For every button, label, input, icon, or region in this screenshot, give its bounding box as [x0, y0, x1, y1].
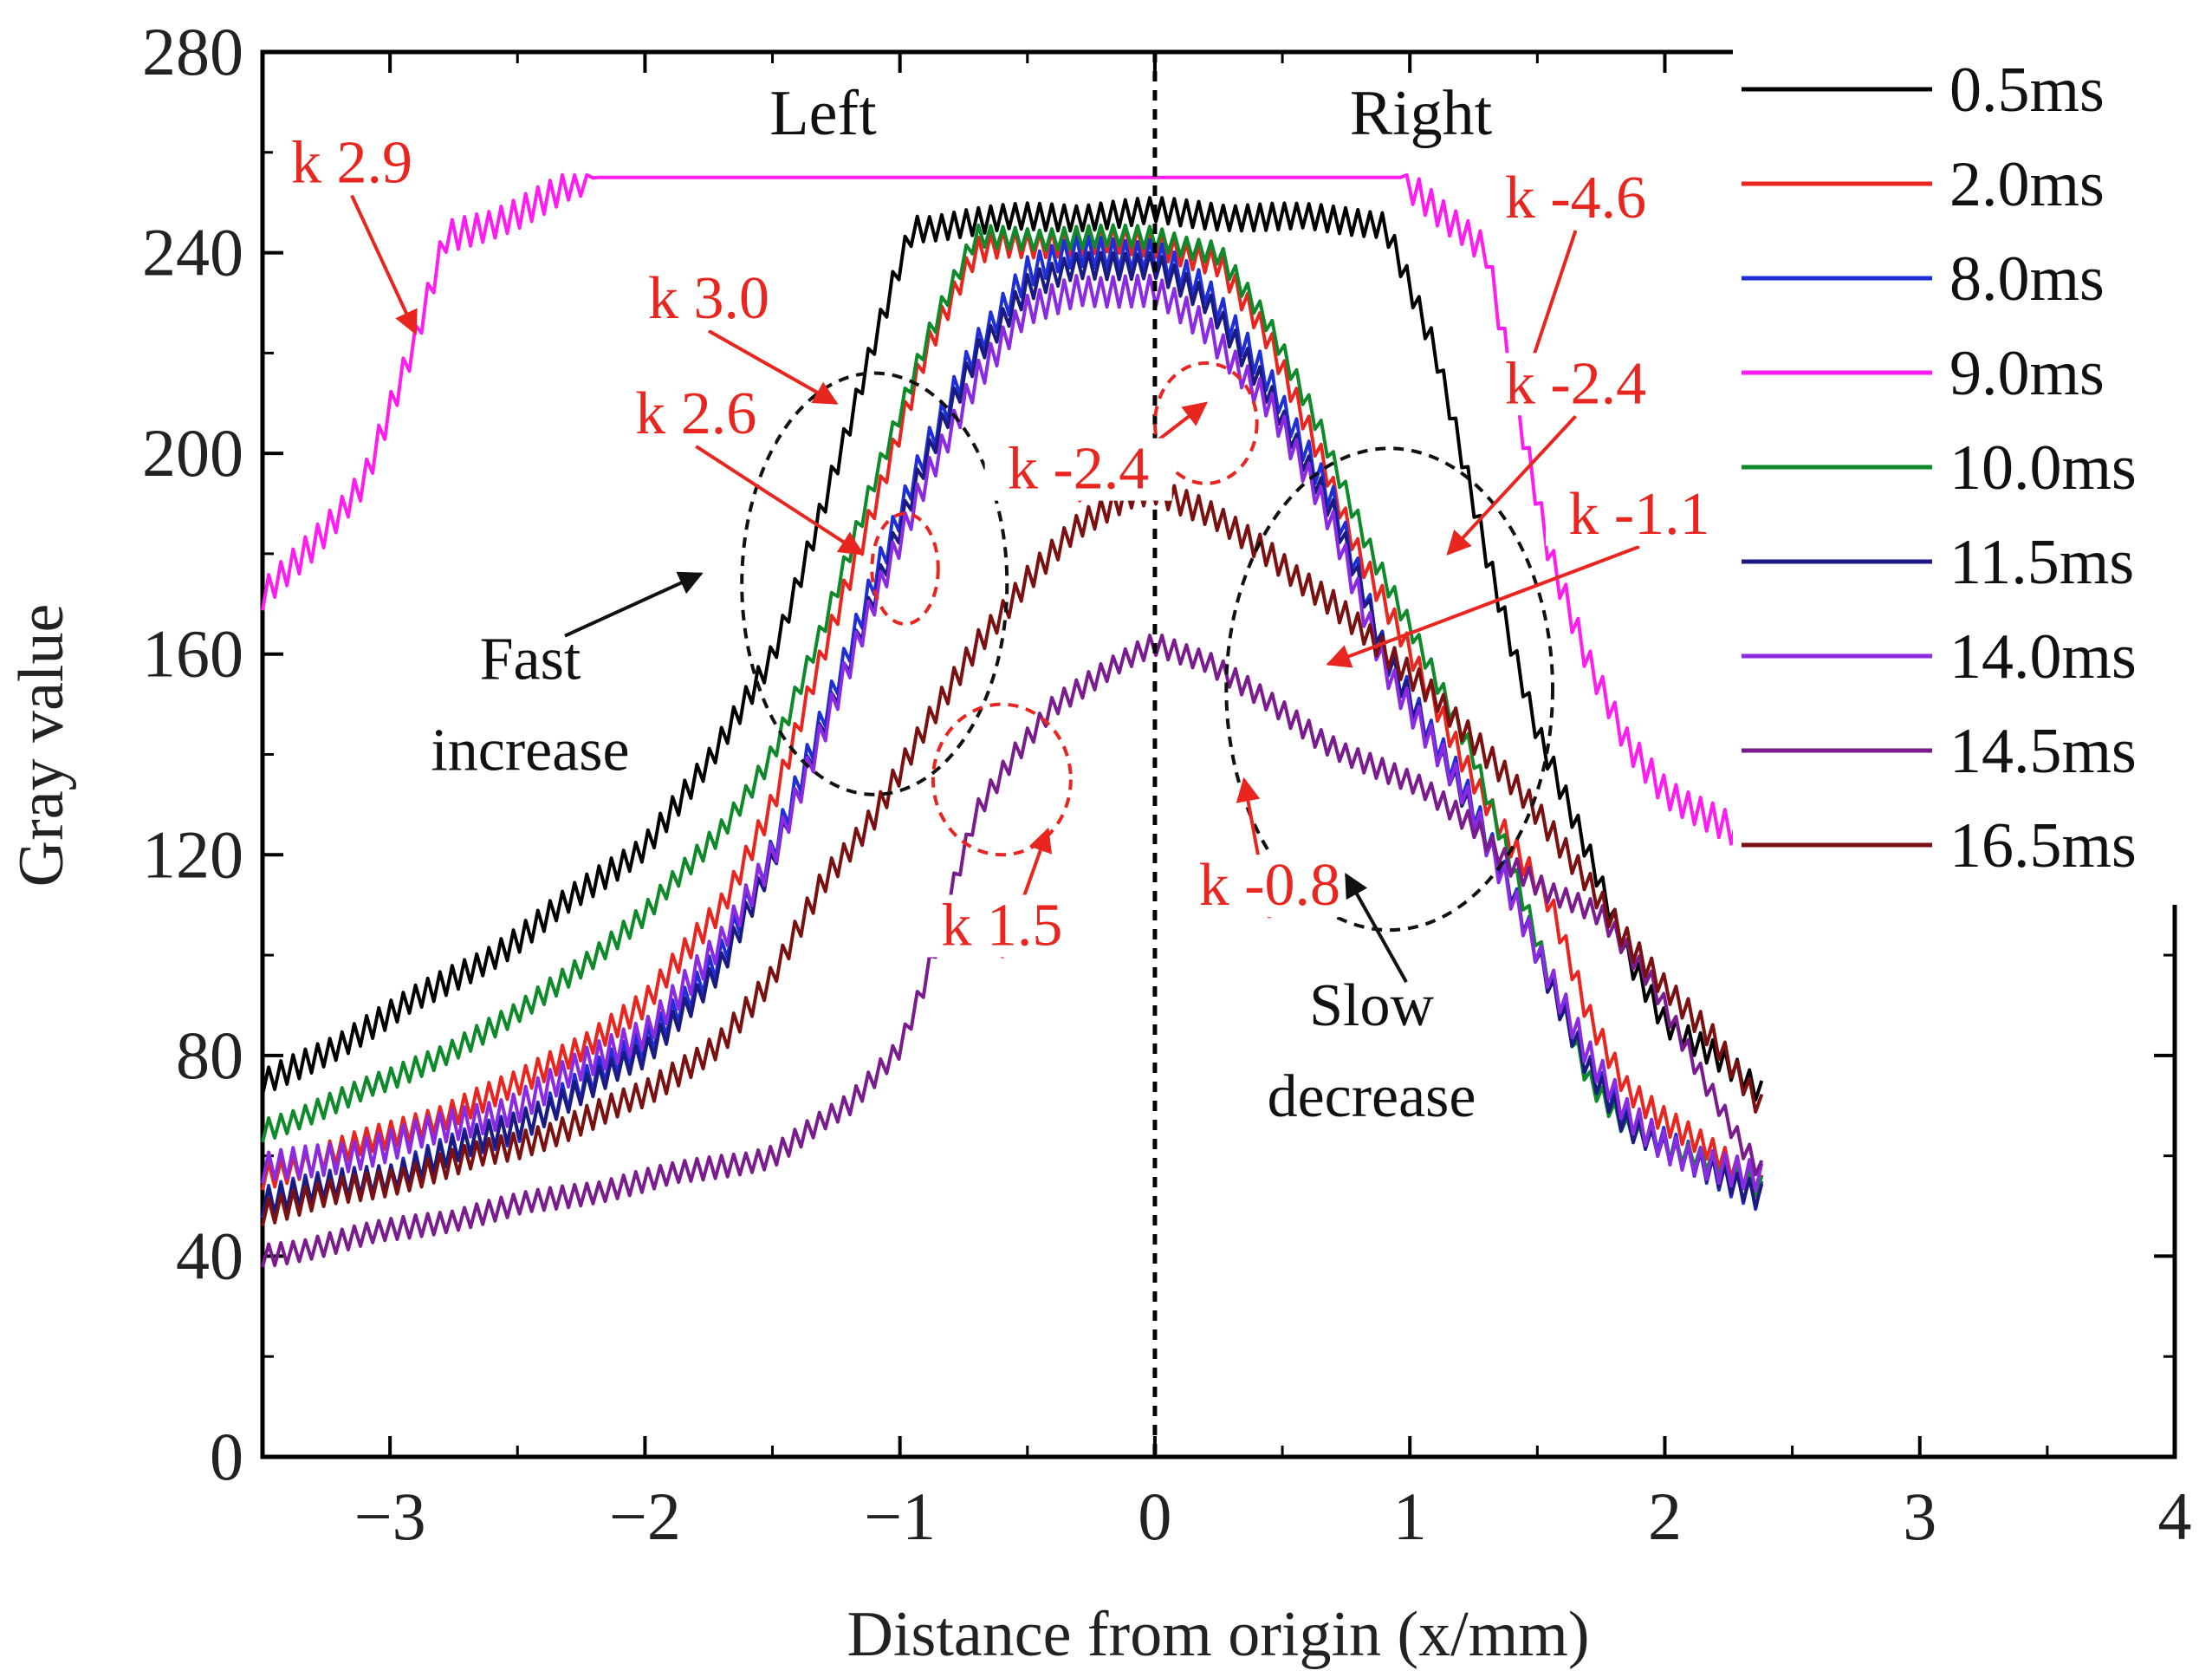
legend-label: 14.0ms	[1949, 621, 2137, 692]
slope-annotation: k -1.1	[1568, 481, 1709, 548]
x-tick-label: 2	[1648, 1479, 1682, 1554]
region-label-line: decrease	[1268, 1063, 1476, 1130]
highlight-circle	[740, 371, 1009, 796]
annotation-background	[629, 267, 788, 330]
region-label-line: Fast	[480, 627, 581, 693]
highlight-circle	[870, 511, 940, 626]
legend-label: 8.0ms	[1949, 244, 2105, 315]
region-arrow	[1344, 873, 1408, 984]
slope-annotation: k 3.0	[648, 265, 769, 332]
x-tick-label: 3	[1903, 1479, 1936, 1554]
legend-label: 10.0ms	[1949, 432, 2137, 504]
annotation-arrow	[707, 329, 839, 405]
annotation-arrow	[1446, 414, 1577, 556]
series-line-14-5ms	[261, 634, 1764, 1268]
legend-label: 11.5ms	[1949, 527, 2134, 598]
slope-annotation: k 2.6	[635, 380, 756, 447]
x-tick-label: −2	[609, 1479, 681, 1554]
annotation-background	[617, 382, 775, 445]
y-tick-label: 200	[142, 415, 243, 491]
y-tick-label: 280	[142, 14, 243, 89]
annotation-background	[1482, 353, 1670, 416]
highlight-circle	[1152, 361, 1259, 485]
y-tick-label: 0	[210, 1419, 243, 1494]
y-tick-label: 40	[176, 1218, 243, 1293]
legend-label: 9.0ms	[1949, 338, 2105, 409]
x-tick-label: 1	[1393, 1479, 1427, 1554]
y-tick-label: 160	[142, 616, 243, 692]
annotation-background	[1546, 483, 1734, 546]
annotation-background	[1482, 167, 1670, 231]
annotation-overlays: k 2.9 k 3.0 k 2.6 k -2.4 k -4.6 k -2.4 k -1.1 k…	[272, 130, 1734, 1130]
region-label-line: increase	[431, 718, 629, 784]
legend: 0.5ms 2.0ms 8.0ms 9.0ms 10.0ms 11.5ms 14.0ms 14…	[1733, 37, 2192, 905]
legend-label: 0.5ms	[1949, 55, 2105, 126]
legend-label: 16.5ms	[1949, 810, 2137, 881]
highlight-circle	[1224, 446, 1554, 933]
series-line-11-5ms	[261, 250, 1764, 1217]
y-tick-label: 80	[176, 1017, 243, 1093]
x-tick-label: −1	[864, 1479, 936, 1554]
slope-annotation: k -2.4	[1008, 436, 1149, 503]
region-label-line: Slow	[1309, 972, 1434, 1039]
slope-annotation: k -4.6	[1505, 165, 1646, 231]
slope-annotation: k -2.4	[1505, 350, 1646, 417]
y-tick-label: 120	[142, 816, 243, 892]
y-axis-title: Gray value	[6, 604, 77, 887]
series-line-16-5ms	[261, 478, 1764, 1227]
x-tick-label: 4	[2158, 1479, 2192, 1554]
legend-label: 14.5ms	[1949, 716, 2137, 787]
side-label-left: Left	[769, 78, 877, 149]
annotation-background	[272, 132, 431, 195]
annotation-background	[1176, 855, 1364, 918]
side-label-right: Right	[1350, 78, 1493, 149]
y-tick-label: 240	[142, 215, 243, 290]
x-axis-title: Distance from origin (x/mm)	[847, 1599, 1590, 1670]
highlight-circle	[931, 702, 1073, 857]
annotation-background	[923, 894, 1081, 958]
legend-label: 2.0ms	[1949, 149, 2105, 220]
series-line-14-0ms	[261, 273, 1764, 1193]
region-arrow	[564, 571, 704, 638]
slope-annotation: k 2.9	[291, 130, 412, 197]
annotation-arrow	[1326, 544, 1640, 668]
annotation-arrow	[695, 445, 864, 556]
slope-annotation: k -0.8	[1199, 852, 1340, 919]
annotation-arrow	[350, 194, 418, 335]
data-series	[261, 172, 1764, 1268]
x-tick-label: −3	[354, 1479, 426, 1554]
slope-annotation: k 1.5	[941, 892, 1062, 959]
x-tick-label: 0	[1138, 1479, 1171, 1554]
annotation-background	[984, 438, 1172, 501]
series-line-0-5ms	[261, 196, 1764, 1102]
